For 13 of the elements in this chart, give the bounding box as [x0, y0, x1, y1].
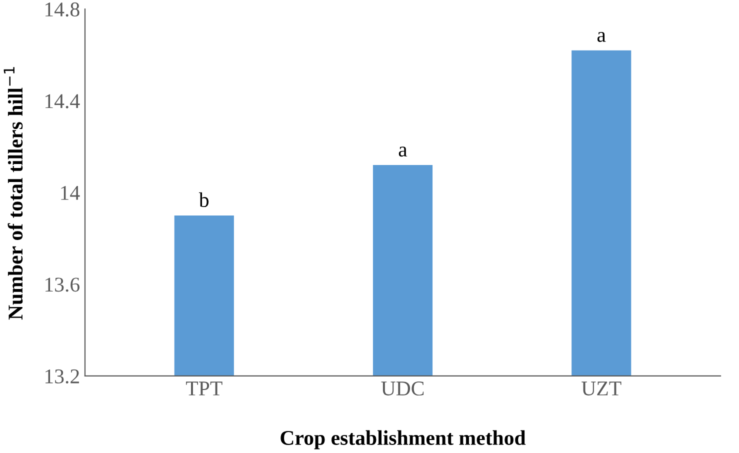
annotation: b	[198, 192, 209, 208]
x-tick-label: UDC	[381, 382, 424, 396]
x-tick-label: UZT	[582, 382, 622, 396]
y-tick-label: 14	[61, 186, 80, 200]
x-tick-label: TPT	[186, 382, 222, 396]
annotation: a	[398, 146, 408, 157]
annotation: a	[597, 32, 606, 42]
y-tick-label: 13.2	[46, 369, 79, 384]
y-axis-title: Number of total tillers hill$^{−1}$	[4, 67, 23, 320]
y-tick-label: 14.4	[46, 94, 80, 108]
x-axis-title: Crop establishment method	[280, 430, 526, 450]
y-tick-label: 14.8	[46, 2, 80, 17]
y-tick-label: 13.6	[46, 278, 80, 292]
